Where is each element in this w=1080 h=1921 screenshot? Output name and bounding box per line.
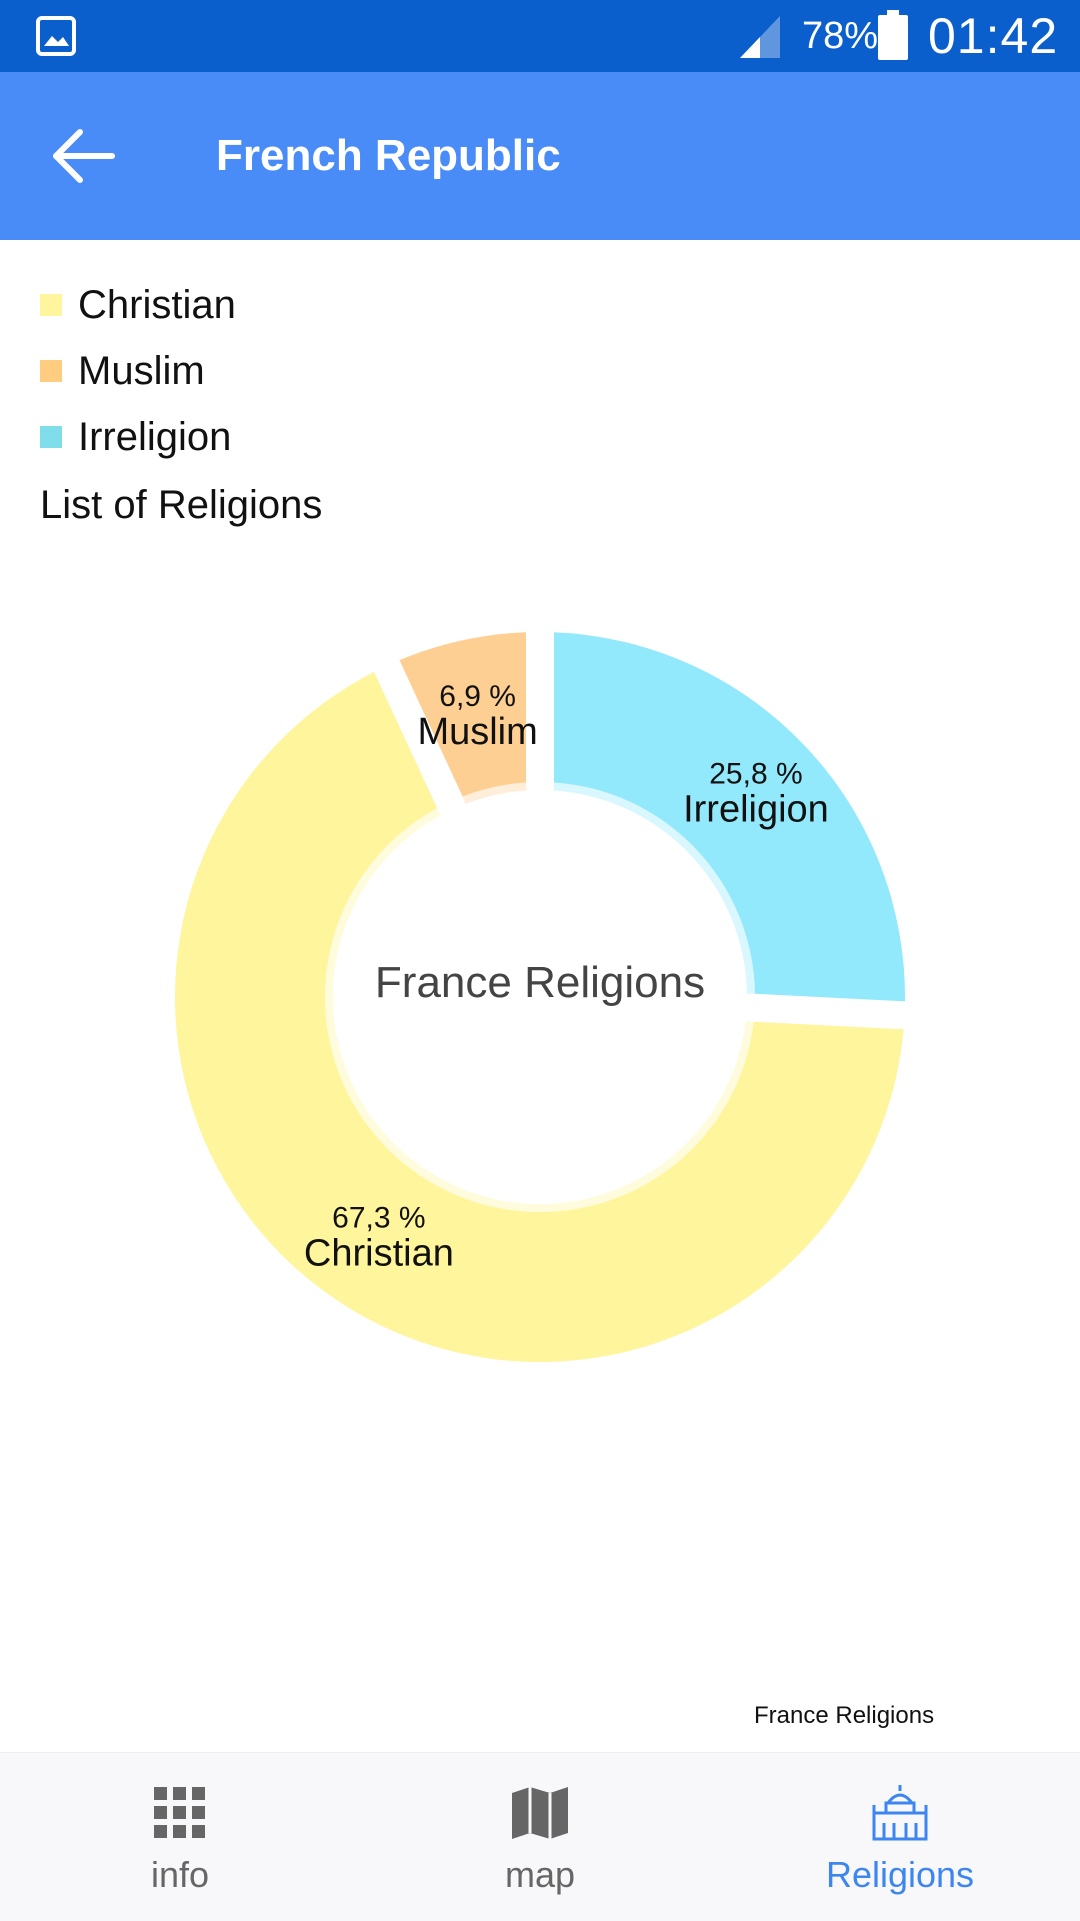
chart-caption: France Religions <box>754 1702 935 1729</box>
donut-labels: 25,8 %Irreligion 67,3 %Christian 6,9 %Musl… <box>304 680 829 1275</box>
slice-value-label-muslim: 6,9 % <box>439 680 516 713</box>
nav-label-map: map <box>504 1854 576 1895</box>
slice-value-label-christian: 67,3 % <box>332 1202 425 1235</box>
list-of-religions-label: List of Religions <box>40 483 323 527</box>
slice-category-label-christian: Christian <box>304 1233 454 1275</box>
legend-swatch-christian <box>40 294 62 316</box>
legend-swatch-irreligion <box>40 426 62 448</box>
gallery-notification-icon <box>36 16 76 56</box>
battery-icon <box>878 10 908 60</box>
app-bar: French Republic <box>0 72 1080 240</box>
donut-slice-christian <box>175 671 904 1362</box>
battery-percent: 78% <box>802 15 879 57</box>
donut-slice-inner-ring-muslim <box>462 782 527 804</box>
church-icon <box>872 1785 928 1841</box>
nav-item-info[interactable]: info <box>0 1753 360 1921</box>
nav-label-info: info <box>150 1854 210 1895</box>
slice-category-label-muslim: Muslim <box>417 711 537 753</box>
donut-slice-irreligion <box>553 632 905 1002</box>
slice-value-label-irreligion: 25,8 % <box>709 758 802 791</box>
nav-item-map[interactable]: map <box>360 1753 720 1921</box>
bottom-navigation: info map Religions <box>0 1752 1080 1921</box>
legend-label-irreligion: Irreligion <box>78 415 232 459</box>
map-icon <box>512 1787 568 1839</box>
legend-swatch-muslim <box>40 360 62 382</box>
legend-label-christian: Christian <box>78 283 236 327</box>
grid-icon <box>154 1787 205 1838</box>
status-bar: 78% 01:42 <box>0 0 1080 72</box>
back-arrow-icon[interactable] <box>50 124 118 188</box>
slice-category-label-irreligion: Irreligion <box>683 789 829 831</box>
religions-donut-chart: 25,8 %Irreligion 67,3 %Christian 6,9 %Musl… <box>175 632 905 1362</box>
legend-label-muslim: Muslim <box>78 349 205 393</box>
cell-signal-icon <box>740 16 780 58</box>
donut-slices <box>175 632 905 1362</box>
clock: 01:42 <box>928 8 1059 64</box>
nav-item-religions[interactable]: Religions <box>720 1753 1080 1921</box>
page-title: French Republic <box>216 131 561 180</box>
donut-slice-muslim <box>399 632 527 797</box>
nav-label-religions: Religions <box>825 1854 975 1895</box>
donut-center-text: France Religions <box>375 958 705 1007</box>
